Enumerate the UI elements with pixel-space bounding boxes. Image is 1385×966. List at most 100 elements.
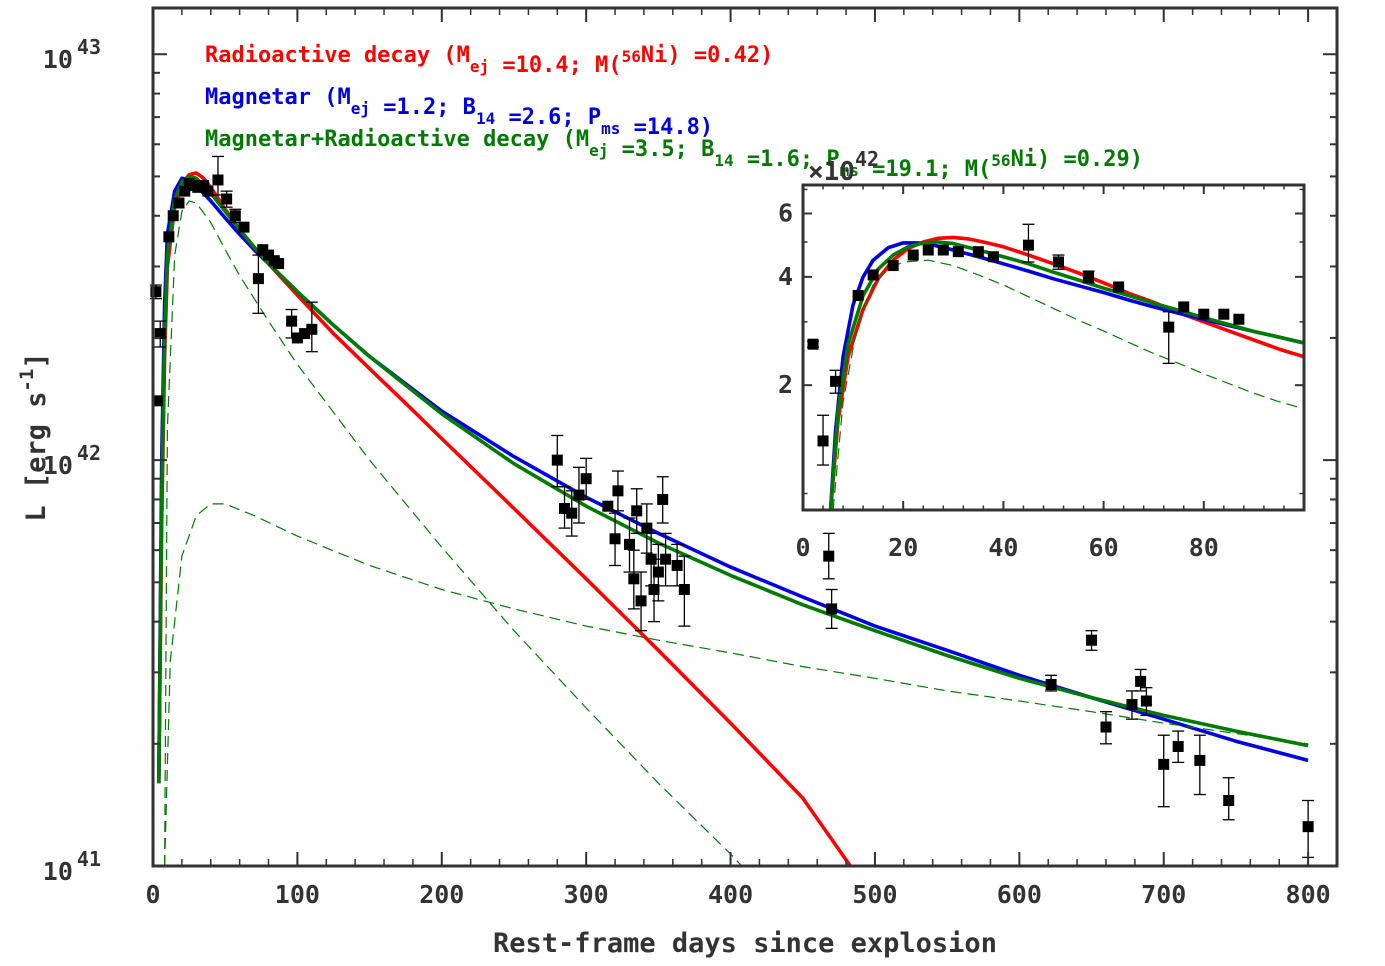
data-point-31 (609, 533, 621, 545)
y-tick-label: 4 (778, 262, 793, 291)
data-point-2 (830, 375, 842, 387)
legend-text: ej (351, 99, 370, 118)
legend-text: 56 (991, 151, 1010, 170)
data-point-22 (291, 332, 303, 344)
legend-text: =14.8) (620, 115, 713, 140)
y-tick-label-base: 10 (43, 857, 73, 886)
y-axis-label-exp: -1 (16, 369, 38, 392)
data-point-12 (212, 174, 224, 186)
data-point-36 (635, 595, 647, 607)
data-point-7 (922, 244, 934, 256)
data-point-1 (151, 395, 163, 407)
data-point-35 (631, 505, 643, 517)
data-point-11 (202, 185, 214, 197)
legend-text: 14 (476, 109, 495, 128)
data-point-18 (263, 249, 275, 261)
data-point-47 (1045, 679, 1057, 691)
data-point-3 (163, 231, 175, 243)
data-point-55 (1194, 754, 1206, 766)
data-point-0 (150, 286, 162, 298)
y-tick-label: 10 42 (43, 441, 101, 480)
legend-text: Ni) =0.29) (1011, 147, 1143, 172)
data-point-20 (273, 258, 285, 270)
data-point-56 (1223, 795, 1235, 807)
data-point-29 (580, 473, 592, 485)
data-point-8 (937, 244, 949, 256)
y-axis-label: L [erg s-1] (16, 352, 52, 521)
y-tick-label: 6 (778, 198, 793, 227)
data-point-39 (648, 584, 660, 596)
data-point-44 (678, 584, 690, 596)
x-axis-label: Rest-frame days since explosion (493, 928, 997, 959)
data-point-6 (907, 249, 919, 261)
data-point-40 (652, 566, 664, 578)
data-point-25 (551, 454, 563, 466)
legend-text: ej (470, 57, 489, 76)
x-tick-label: 200 (419, 880, 464, 909)
data-point-14 (229, 210, 241, 222)
data-point-32 (612, 485, 624, 497)
data-point-9 (952, 246, 964, 258)
data-point-49 (1100, 721, 1112, 733)
y-tick-label-base: 10 (43, 451, 73, 480)
data-point-9 (192, 181, 204, 193)
data-point-30 (602, 500, 614, 512)
legend-text: =19.1; M( (859, 157, 991, 182)
legend-text: =1.2; B (370, 95, 476, 120)
x-tick-label: 0 (145, 880, 160, 909)
data-point-16 (1163, 321, 1175, 333)
x-tick-label: 300 (564, 880, 609, 909)
inset-observations (807, 223, 1245, 466)
data-point-12 (1022, 239, 1034, 251)
x-tick-label: 400 (708, 880, 753, 909)
inset-multiplier-base: ×10 (808, 157, 855, 187)
data-point-15 (238, 221, 250, 233)
data-point-19 (1218, 308, 1230, 320)
data-point-18 (1198, 308, 1210, 320)
x-tick-label: 60 (1089, 533, 1119, 562)
data-point-34 (628, 573, 640, 585)
data-point-1 (817, 435, 829, 447)
y-tick-label: 2 (778, 370, 793, 399)
x-tick-label: 80 (1189, 533, 1219, 562)
legend-text: =3.5; B (608, 137, 714, 162)
data-point-53 (1158, 758, 1170, 770)
data-point-0 (807, 338, 819, 350)
main-observations (149, 155, 1315, 859)
data-point-28 (573, 489, 585, 501)
inset-plot: 0 20 40 60 80 2 4 6 ×1042 (778, 147, 1306, 562)
legend-entry-1: Magnetar (Mej =1.2; B14 =2.6; Pms =14.8) (205, 85, 713, 140)
data-point-2 (154, 328, 166, 340)
legend-text: Ni) =0.42) (641, 43, 773, 68)
data-point-54 (1172, 740, 1184, 752)
y-tick-label-exp: 42 (77, 441, 101, 465)
data-point-13 (221, 193, 233, 205)
data-point-14 (1083, 271, 1095, 283)
y-tick-label: 10 43 (43, 35, 101, 74)
data-point-37 (641, 522, 653, 534)
data-point-48 (1086, 634, 1098, 646)
data-point-3 (852, 290, 864, 302)
data-point-11 (987, 251, 999, 263)
data-point-17 (257, 244, 269, 256)
data-point-46 (826, 603, 838, 615)
legend-text: Radioactive decay (M (205, 43, 470, 68)
data-point-13 (1053, 256, 1065, 268)
data-point-15 (1113, 281, 1125, 293)
data-point-42 (660, 553, 672, 565)
data-point-21 (286, 315, 298, 327)
series-radioactive-decay-component-dashed-line (832, 259, 1304, 510)
legend-entry-0: Radioactive decay (Mej =10.4; M(56Ni) =0… (205, 43, 773, 78)
inset-axes: 0 20 40 60 80 2 4 6 (778, 183, 1306, 562)
data-point-5 (887, 260, 899, 272)
data-point-23 (299, 328, 311, 340)
legend-text: ms (601, 119, 620, 138)
data-point-10 (972, 246, 984, 258)
plot-frame (151, 6, 1339, 868)
inset-background (803, 185, 1304, 510)
y-tick-label-exp: 43 (77, 35, 101, 59)
data-point-6 (179, 185, 191, 197)
